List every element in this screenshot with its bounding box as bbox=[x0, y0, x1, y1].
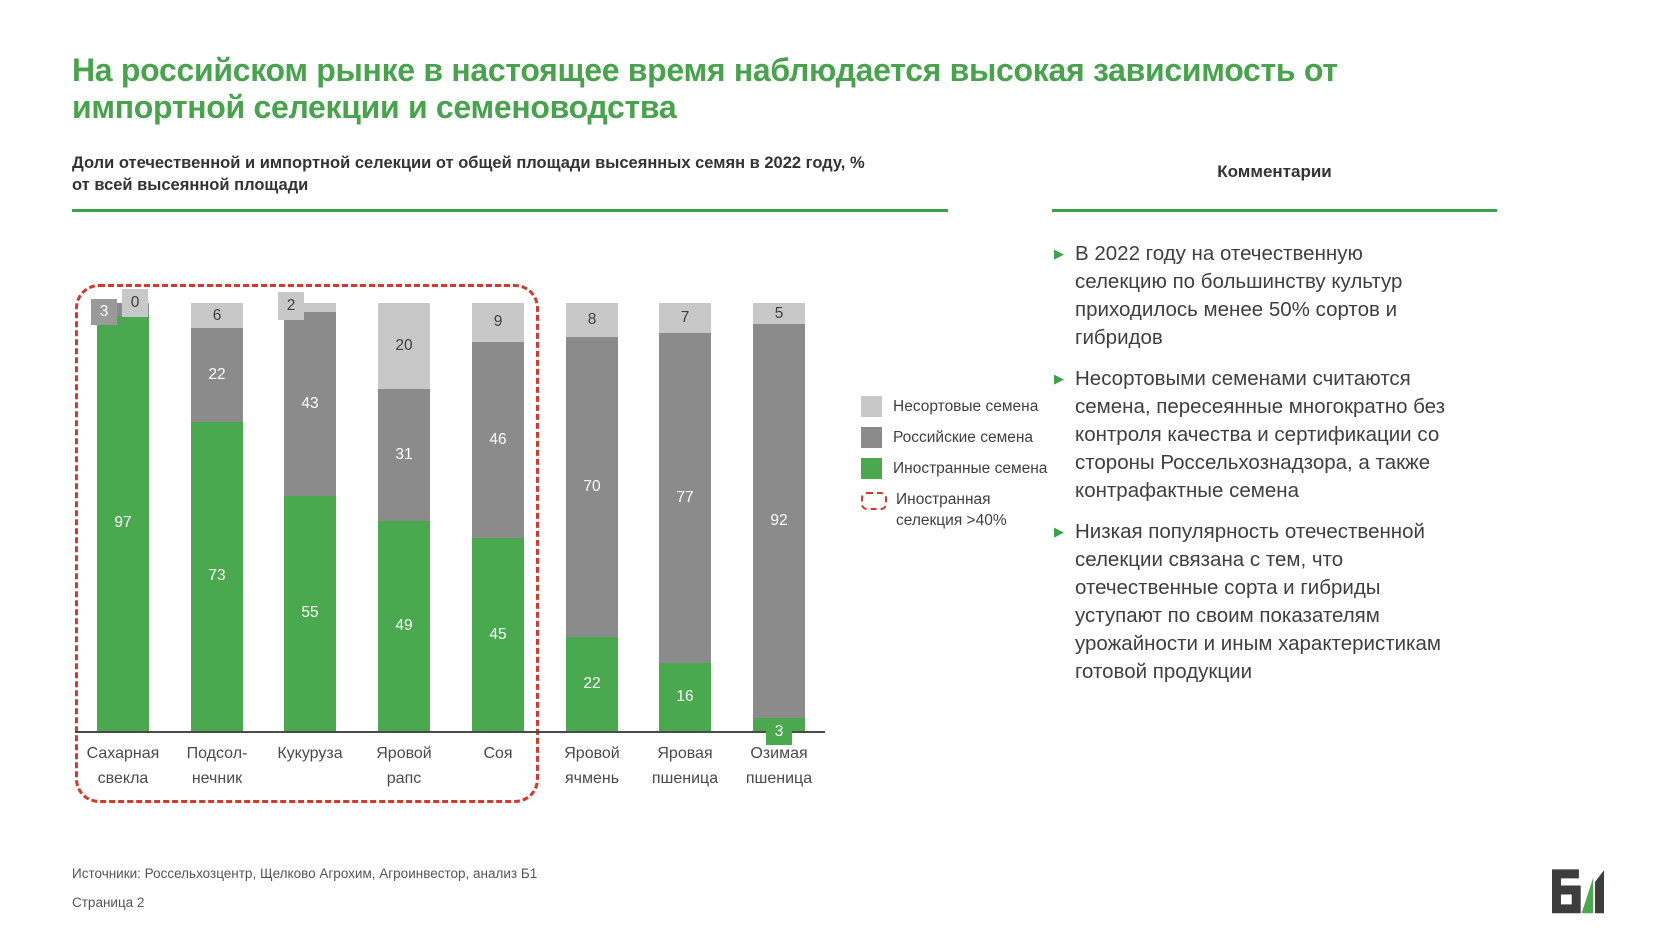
legend-item-1: Несортовые семена bbox=[861, 396, 1047, 417]
segment-value-label: 16 bbox=[676, 687, 694, 705]
bar-3-segment-2: 43 bbox=[284, 311, 336, 496]
bar-6: 22 70 8 bbox=[566, 303, 618, 731]
bar-2-segment-2: 22 bbox=[191, 328, 243, 422]
bar-4-segment-2: 31 bbox=[378, 388, 430, 522]
legend-item-2: Российские семена bbox=[861, 427, 1047, 448]
segment-value-label: 22 bbox=[583, 674, 601, 692]
bullet-triangle-icon: ▶ bbox=[1054, 524, 1064, 539]
segment-value-label: 43 bbox=[301, 394, 319, 412]
bar-6-segment-3: 8 bbox=[566, 303, 618, 338]
bar-4-segment-1: 49 bbox=[378, 521, 430, 731]
b1-logo-green-triangle bbox=[1581, 877, 1594, 914]
bar-2-segment-1: 73 bbox=[191, 421, 243, 731]
comment-bullet-1: ▶ В 2022 году на отечественную селекцию п… bbox=[1054, 240, 1506, 352]
comment-text: Несортовыми семенами считаются семена, п… bbox=[1075, 367, 1446, 502]
legend-label: Российские семена bbox=[893, 429, 1034, 446]
bar-7-segment-2: 77 bbox=[659, 332, 711, 663]
segment-value-label: 92 bbox=[770, 512, 788, 530]
comment-bullet-2: ▶ Несортовыми семенами считаются семена, … bbox=[1054, 365, 1506, 505]
bullet-triangle-icon: ▶ bbox=[1054, 371, 1064, 386]
bar-3-segment-1: 55 bbox=[284, 495, 336, 731]
chart-legend: Несортовые семена Российские семена Иностр… bbox=[861, 396, 1047, 541]
segment-value-label: 97 bbox=[114, 514, 132, 532]
b1-logo bbox=[1552, 869, 1604, 914]
legend-swatch-icon bbox=[861, 427, 882, 448]
legend-item-4: Иностранная селекция >40% bbox=[861, 489, 1047, 531]
legend-dashed-box-icon bbox=[861, 492, 887, 510]
comment-text: В 2022 году на отечественную селекцию по… bbox=[1075, 242, 1403, 349]
bar-5: 45 46 9 bbox=[472, 303, 524, 731]
legend-label: Иностранная селекция >40% bbox=[896, 491, 1007, 529]
x-axis-label-3: Кукуруза bbox=[277, 745, 343, 762]
comments-header: Комментарии bbox=[1217, 162, 1332, 181]
segment-value-label: 5 bbox=[774, 304, 784, 322]
segment-value-label: 70 bbox=[583, 478, 601, 496]
x-axis-line bbox=[75, 731, 825, 733]
legend-swatch-icon bbox=[861, 458, 882, 479]
bar-7-segment-1: 16 bbox=[659, 662, 711, 731]
small-segment-value-callout: 3 bbox=[766, 718, 792, 745]
legend-label: Несортовые семена bbox=[893, 398, 1039, 415]
x-axis-label-7: Яровая пшеница bbox=[651, 745, 719, 787]
bar-5-segment-1: 45 bbox=[472, 538, 524, 731]
segment-value-label: 31 bbox=[395, 445, 413, 463]
bar-3: 55 43 2 bbox=[278, 292, 336, 731]
comments-header-underline bbox=[1052, 209, 1497, 212]
bar-2-segment-3: 6 bbox=[191, 303, 243, 329]
small-segment-value-callout: 0 bbox=[122, 289, 148, 317]
bar-8-segment-2: 92 bbox=[753, 324, 805, 719]
b1-logo-digit-1 bbox=[1595, 870, 1604, 914]
x-axis-label-6: Яровой ячмень bbox=[564, 745, 620, 787]
sources-note: Источники: Россельхозцентр, Щелково Агро… bbox=[72, 866, 538, 881]
comment-text: Низкая популярность отечественной селекц… bbox=[1075, 520, 1441, 683]
comments-list: ▶ В 2022 году на отечественную селекцию п… bbox=[1054, 240, 1506, 699]
segment-value-label: 6 bbox=[212, 306, 222, 324]
bar-6-segment-1: 22 bbox=[566, 636, 618, 731]
x-axis-label-4: Яровой рапс bbox=[376, 745, 432, 787]
segment-value-label: 8 bbox=[587, 311, 597, 329]
segment-value-label: 20 bbox=[395, 336, 413, 354]
bar-4: 49 31 20 bbox=[378, 303, 430, 731]
b1-logo-letter-b bbox=[1552, 869, 1581, 914]
segment-value-label: 45 bbox=[489, 625, 507, 643]
bar-2: 73 22 6 bbox=[191, 303, 243, 731]
bar-6-segment-2: 70 bbox=[566, 337, 618, 637]
chart-title-underline bbox=[72, 209, 948, 212]
bar-7-segment-3: 7 bbox=[659, 303, 711, 333]
bar-1-segment-1: 97 bbox=[97, 315, 149, 731]
segment-value-label: 55 bbox=[301, 604, 319, 622]
x-axis-label-1: Сахарная свекла bbox=[86, 745, 160, 787]
small-segment-value-callout: 2 bbox=[278, 292, 304, 320]
page-title: На российском рынке в настоящее время на… bbox=[72, 52, 1338, 125]
page-number: Страница 2 bbox=[72, 895, 145, 910]
bar-1: 97 3 0 bbox=[91, 289, 149, 731]
bar-7: 16 77 7 bbox=[659, 303, 711, 731]
small-segment-value-callout: 3 bbox=[91, 299, 117, 325]
x-axis-label-5: Соя bbox=[483, 745, 513, 762]
segment-value-label: 46 bbox=[489, 430, 507, 448]
segment-value-label: 7 bbox=[680, 309, 690, 326]
segment-value-label: 9 bbox=[493, 313, 503, 331]
legend-label: Иностранные семена bbox=[893, 460, 1048, 477]
chart-title: Доли отечественной и импортной селекции … bbox=[72, 154, 865, 194]
comment-bullet-3: ▶ Низкая популярность отечественной селек… bbox=[1054, 518, 1506, 686]
segment-value-label: 22 bbox=[208, 366, 226, 384]
segment-value-label: 77 bbox=[676, 488, 694, 506]
bullet-triangle-icon: ▶ bbox=[1054, 246, 1064, 261]
bar-3-segment-3 bbox=[284, 303, 336, 312]
legend-item-3: Иностранные семена bbox=[861, 458, 1047, 479]
legend-swatch-icon bbox=[861, 396, 882, 417]
stacked-bar-chart: 97 3 0 Сахарная свекла 73 22 6 Подсол- нечник 55… bbox=[75, 284, 825, 803]
bar-8: 92 5 3 bbox=[753, 303, 805, 745]
bar-5-segment-3: 9 bbox=[472, 303, 524, 342]
segment-value-label: 49 bbox=[395, 617, 413, 635]
bar-5-segment-2: 46 bbox=[472, 341, 524, 539]
segment-value-label: 73 bbox=[208, 567, 226, 585]
x-axis-label-2: Подсол- нечник bbox=[186, 745, 248, 787]
bar-8-segment-3: 5 bbox=[753, 303, 805, 325]
x-axis-label-8: Озимая пшеница bbox=[745, 745, 813, 787]
bar-4-segment-3: 20 bbox=[378, 303, 430, 389]
